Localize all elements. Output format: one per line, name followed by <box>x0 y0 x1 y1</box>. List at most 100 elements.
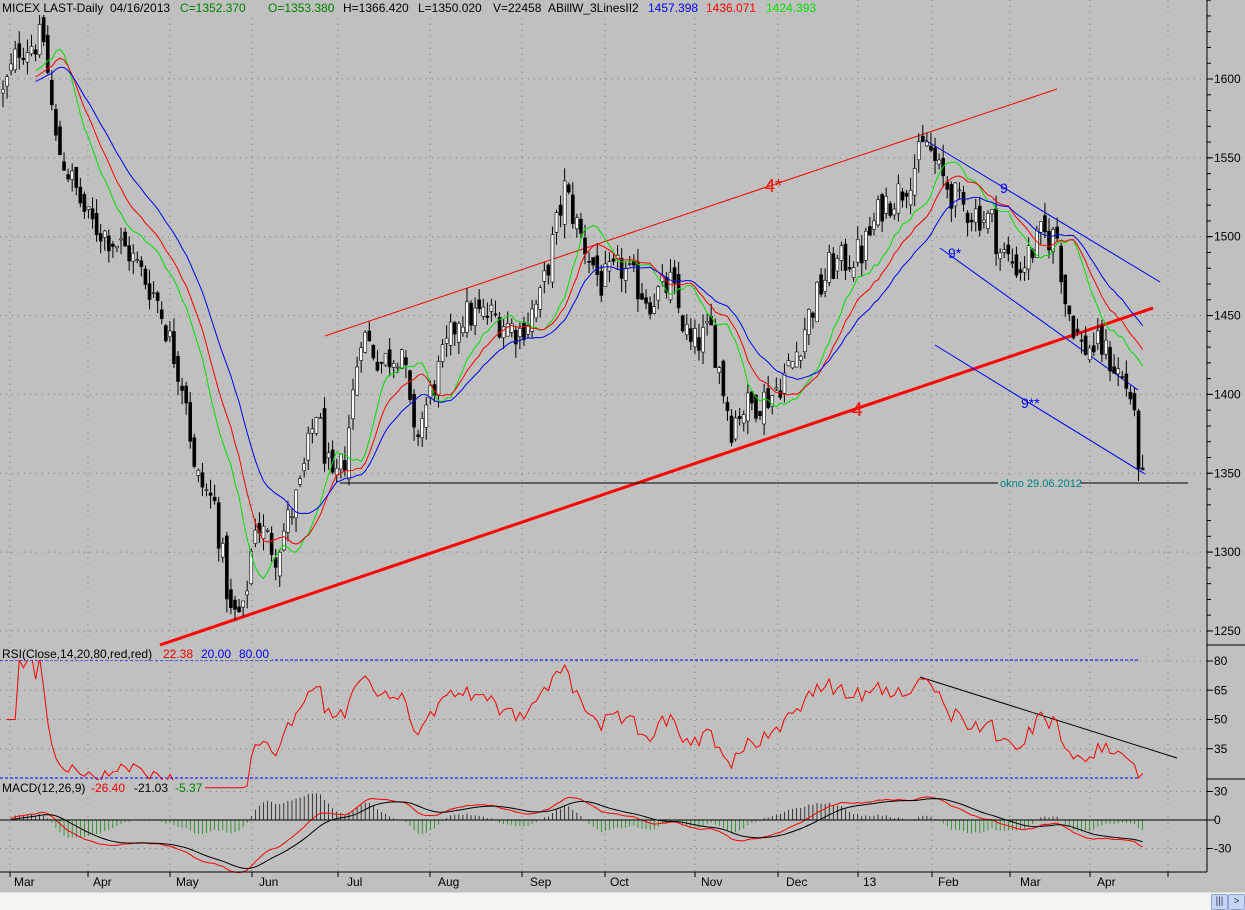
candle-body <box>119 238 123 241</box>
candle-body <box>461 326 465 333</box>
candle-body <box>672 267 677 284</box>
trendline-4[interactable] <box>159 306 1154 647</box>
candle-body <box>786 360 791 367</box>
candle-body <box>1108 347 1112 372</box>
candle-body <box>50 79 54 106</box>
candle-body <box>611 258 616 262</box>
candle-body <box>965 212 970 223</box>
candle-body <box>587 261 591 263</box>
rsi-trendline[interactable] <box>919 676 1178 759</box>
candle-body <box>9 63 13 71</box>
candle-body <box>1022 267 1027 273</box>
candle-body <box>892 208 897 216</box>
candle-body <box>448 321 453 346</box>
candle-body <box>831 253 836 279</box>
ma-red-value: 1436.071 <box>706 1 756 15</box>
candle-body <box>1128 391 1133 400</box>
candle-body <box>17 43 22 58</box>
candle-body <box>70 170 74 180</box>
candle-body <box>770 395 775 407</box>
candle-body <box>676 274 681 309</box>
ma-blue-value: 1457.398 <box>648 1 698 15</box>
candle-body <box>233 599 237 610</box>
candle-body <box>766 388 770 409</box>
candle-body <box>1026 245 1031 270</box>
candle-body <box>953 182 958 207</box>
candle-body <box>554 212 559 233</box>
candle-body <box>469 302 473 326</box>
trendline-9star[interactable] <box>939 247 1139 391</box>
moving-averages <box>35 48 1144 580</box>
candle-body <box>994 208 998 255</box>
candle-body <box>151 292 156 294</box>
horizontal-scrollbar[interactable]: ||| > <box>0 892 1245 910</box>
candle-body <box>762 391 766 425</box>
candle-body <box>884 196 888 214</box>
candle-body <box>1002 249 1007 253</box>
candle-body <box>1 89 5 94</box>
candle-body <box>253 529 258 544</box>
month-label: May <box>176 875 199 889</box>
candle-body <box>741 414 746 424</box>
month-label: Dec <box>786 875 807 889</box>
candle-body <box>444 337 449 344</box>
candle-body <box>811 312 815 318</box>
candle-body <box>725 401 730 412</box>
candle-body <box>489 304 494 312</box>
scroll-thumb[interactable]: ||| <box>1211 894 1228 910</box>
rsi-label: RSI(Close,14,20,80,red,red) <box>2 647 152 661</box>
candle-body <box>668 271 673 301</box>
candle-body <box>265 529 270 532</box>
macd-value: -26.40 <box>91 781 125 795</box>
candle-body <box>839 245 844 261</box>
candle-body <box>912 168 917 196</box>
candle-body <box>925 141 929 147</box>
rsi-tick-label: 80 <box>1214 654 1228 668</box>
candle-body <box>229 589 233 608</box>
candle-body <box>880 194 884 222</box>
trendline-9dstar[interactable] <box>934 344 1146 475</box>
candle-body <box>546 264 551 276</box>
candle-body <box>782 372 787 394</box>
candle-body <box>900 191 905 201</box>
candle-body <box>717 367 722 373</box>
candle-body <box>713 325 718 368</box>
candle-body <box>566 184 571 193</box>
candle-body <box>90 208 95 220</box>
candle-body <box>29 46 34 55</box>
price-tick-label: 1300 <box>1214 545 1241 559</box>
rsi-low: 20.00 <box>201 647 231 661</box>
candle-body <box>689 328 693 342</box>
candle-body <box>509 323 514 333</box>
scroll-right-button[interactable]: > <box>1228 894 1245 910</box>
candle-body <box>705 321 709 324</box>
candle-body <box>387 349 392 368</box>
price-tick-label: 1350 <box>1214 466 1241 480</box>
candle-body <box>570 194 575 224</box>
candle-body <box>916 141 921 161</box>
candle-body <box>558 204 563 216</box>
candle-body <box>982 219 986 223</box>
trendline-4star[interactable] <box>324 88 1058 337</box>
trendline-9[interactable] <box>924 139 1161 283</box>
open-label: O=1353.380 <box>268 1 335 15</box>
candle-body <box>505 323 510 337</box>
candle-body <box>204 489 209 491</box>
axis-ticks: 1600 1550 1500 1450 1400 1350 1300 1250 80 65 50 35… <box>9 0 1241 889</box>
candle-body <box>497 317 502 338</box>
candle-body <box>794 351 799 368</box>
candle-body <box>400 349 404 369</box>
candle-body <box>1014 254 1019 276</box>
macd-signal: -21.03 <box>134 781 168 795</box>
volume-label: V=22458 <box>493 1 542 15</box>
candle-body <box>237 606 241 613</box>
candle-body <box>904 192 909 197</box>
month-label: Oct <box>610 875 629 889</box>
candle-body <box>693 328 697 348</box>
candle-body <box>343 460 347 471</box>
candle-body <box>1055 226 1059 239</box>
candle-body <box>701 327 705 353</box>
candle-body <box>998 252 1002 259</box>
candle-body <box>888 203 893 216</box>
candle-body <box>473 307 477 326</box>
